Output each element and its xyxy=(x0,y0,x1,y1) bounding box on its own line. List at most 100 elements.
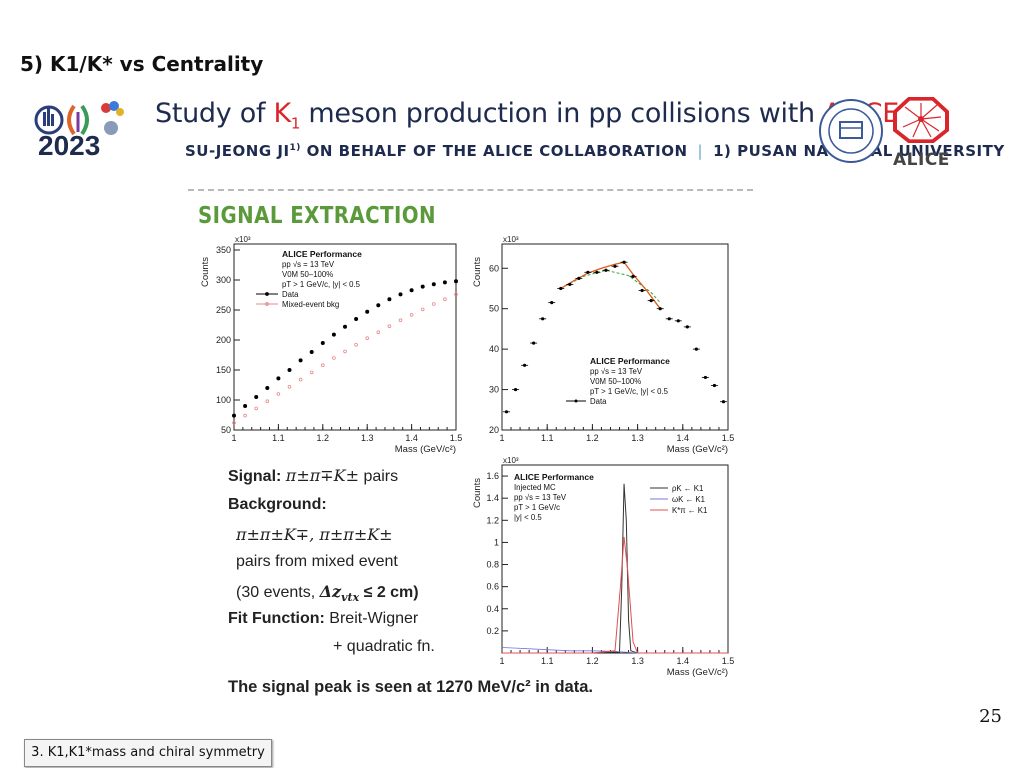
data-point xyxy=(387,297,392,302)
y-tick-label: 20 xyxy=(489,425,499,435)
background-formula: π±π±K∓, π±π±K± xyxy=(236,525,393,544)
x-tick-label: 1.3 xyxy=(631,656,644,666)
data-point xyxy=(613,264,617,268)
y-tick-label: 50 xyxy=(221,425,231,435)
legend-text: ALICE Performance xyxy=(590,356,670,366)
data-point xyxy=(685,325,689,329)
slide-title: 5) K1/K* vs Centrality xyxy=(20,52,264,76)
x-tick-label: 1.3 xyxy=(631,433,644,443)
data-point xyxy=(276,376,281,381)
background-line3: (30 events, Δzvtx ≤ 2 cm) xyxy=(236,582,419,604)
data-point xyxy=(513,387,518,392)
x-tick-label: 1.2 xyxy=(317,433,330,443)
data-point xyxy=(586,270,590,274)
legend-marker-dot xyxy=(265,302,269,306)
x-tick-label: 1.2 xyxy=(586,433,599,443)
legend-text: V0M 50–100% xyxy=(282,270,333,279)
data-point xyxy=(321,363,325,368)
x-tick-label: 1.1 xyxy=(541,656,554,666)
data-point xyxy=(343,349,347,354)
data-point xyxy=(504,410,509,414)
y-tick-label: 60 xyxy=(489,263,499,273)
data-point xyxy=(409,313,414,317)
y-tick-label: 1 xyxy=(494,537,499,547)
y-tick-label: 40 xyxy=(489,344,499,354)
data-point xyxy=(658,307,662,311)
legend-entry: Data xyxy=(590,397,607,406)
y-tick-label: 100 xyxy=(216,395,231,405)
data-point xyxy=(354,343,358,347)
y-tick-label: 0.2 xyxy=(486,626,499,636)
poster-divider xyxy=(188,189,753,191)
fit-line2: + quadratic fn. xyxy=(333,638,435,655)
poster-title-mid: meson production in pp collisions with xyxy=(300,98,824,129)
legend-entry: ρK ← K1 xyxy=(672,484,703,493)
x-tick-label: 1.5 xyxy=(722,433,735,443)
data-point xyxy=(243,413,247,418)
y-tick-label: 250 xyxy=(216,305,231,315)
y-tick-label: 0.6 xyxy=(486,582,499,592)
y-tick-label: 1.2 xyxy=(486,515,499,525)
legend-entry: Data xyxy=(282,290,299,299)
data-point xyxy=(354,317,359,322)
signal-suffix: pairs xyxy=(359,468,399,485)
data-point xyxy=(398,292,403,297)
x-tick-label: 1 xyxy=(499,433,504,443)
legend-text: pT > 1 GeV/c xyxy=(514,503,560,512)
poster-authors: SU-JEONG JI1) ON BEHALF OF THE ALICE COL… xyxy=(185,142,1005,160)
data-point xyxy=(577,276,581,280)
data-point xyxy=(398,318,403,322)
data-point xyxy=(640,288,644,293)
signal-label: Signal: xyxy=(228,468,282,485)
data-point xyxy=(432,302,436,306)
data-point xyxy=(667,317,671,321)
x-tick-label: 1.1 xyxy=(272,433,285,443)
legend-entry: ωK ← K1 xyxy=(672,495,705,504)
university-seal-icon xyxy=(819,99,883,163)
data-point xyxy=(453,279,458,284)
y-axis-label: Counts xyxy=(472,478,483,508)
x-tick-label: 1.1 xyxy=(541,433,554,443)
x-tick-label: 1.3 xyxy=(361,433,374,443)
bkg-line3-sub: vtx xyxy=(341,591,360,605)
data-point xyxy=(276,392,281,396)
data-point xyxy=(443,297,447,301)
footer-section-label: 3. K1,K1*mass and chiral symmetry xyxy=(24,739,272,767)
y-tick-label: 50 xyxy=(489,304,499,314)
data-point xyxy=(595,270,599,274)
y-tick-label: 0.4 xyxy=(486,604,499,614)
poster-title: Study of K1 meson production in pp colli… xyxy=(155,98,899,132)
signal-formula: π±π∓K± xyxy=(285,466,359,485)
x-tick-label: 1.5 xyxy=(450,433,463,443)
data-point xyxy=(387,324,392,328)
data-point xyxy=(442,280,447,285)
page-number: 25 xyxy=(979,706,1002,727)
invariant-mass-plot-signal: 1 1.1 1.2 1.3 1.4 1.5 20 30 40 50 60 x10³ Mass (GeV/… xyxy=(472,235,735,455)
logo-year: 2023 xyxy=(38,130,101,161)
legend-text: pT > 1 GeV/c, |y| < 0.5 xyxy=(590,387,669,396)
data-point xyxy=(332,356,336,360)
data-point xyxy=(420,307,425,312)
data-point xyxy=(604,268,608,272)
data-point xyxy=(676,319,680,323)
data-point xyxy=(559,286,563,291)
series-line xyxy=(502,536,728,654)
background-label: Background: xyxy=(228,496,327,513)
data-point xyxy=(431,282,436,287)
legend-text: pp √s = 13 TeV xyxy=(590,367,643,376)
data-point xyxy=(409,288,414,293)
x-axis-label: Mass (GeV/c²) xyxy=(667,444,728,455)
y-tick-label: 150 xyxy=(216,365,231,375)
alice-logo-text: ALICE xyxy=(893,150,950,170)
data-point xyxy=(550,301,554,305)
x-axis-label: Mass (GeV/c²) xyxy=(667,667,728,677)
legend-text: pp √s = 13 TeV xyxy=(514,493,567,502)
author-sup: 1) xyxy=(289,143,301,153)
data-point xyxy=(320,341,325,346)
legend-text: |y| < 0.5 xyxy=(514,513,542,522)
invariant-mass-plot-mc: 1 1.1 1.2 1.3 1.4 1.5 0.2 0.4 0.6 0.8 1 1.2 1.4 1.6 x1… xyxy=(472,456,734,677)
data-point xyxy=(712,383,717,388)
y-tick-label: 300 xyxy=(216,275,231,285)
y-tick-label: 0.8 xyxy=(486,560,499,570)
data-point xyxy=(298,377,303,382)
